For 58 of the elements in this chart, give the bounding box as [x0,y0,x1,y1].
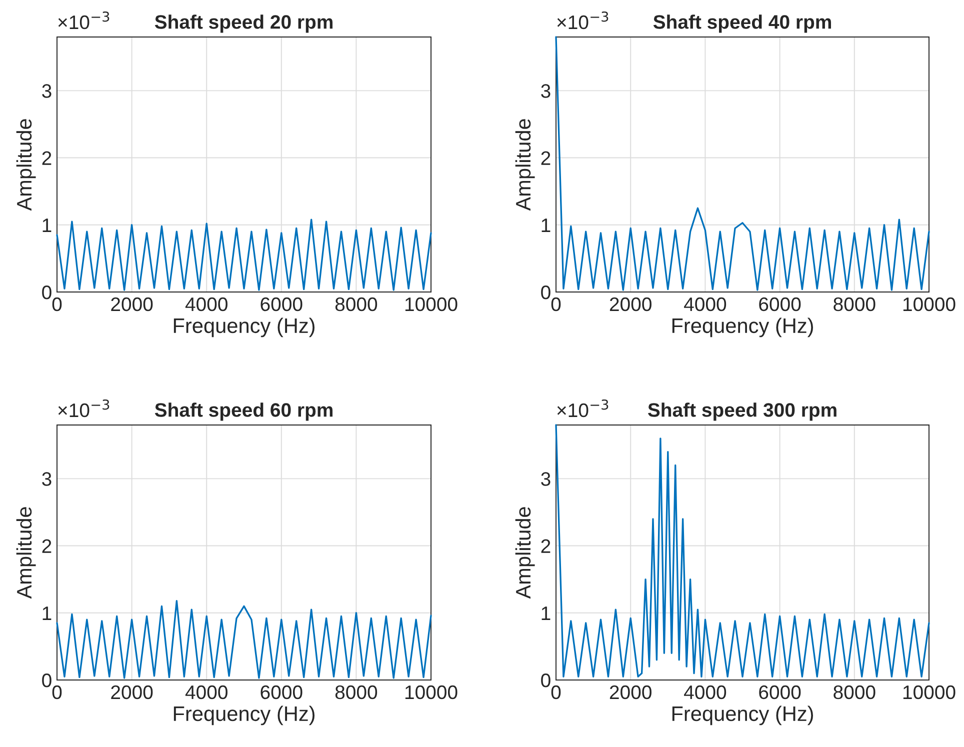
line-series [555,424,930,678]
x-axis-title: Frequency (Hz) [174,706,314,726]
y-tick-label: 3 [42,472,52,486]
y-axis-title: Amplitude [515,507,535,599]
x-tick-label: 4000 [185,297,228,312]
x-axis-title: Frequency (Hz) [174,318,314,338]
y-tick-label: 2 [42,539,52,553]
y-tick-label: 1 [542,218,550,232]
x-tick-label: 6000 [260,685,302,700]
y-tick-label: 3 [42,84,52,98]
x-tick-label: 6000 [759,297,801,312]
x-tick-label: 0 [551,685,561,700]
x-tick-label: 8000 [834,685,876,700]
y-tick-label: 2 [42,151,52,165]
y-tick-label: 0 [42,673,52,688]
y-tick-label: 2 [541,151,550,165]
text: ×10$^{−3}$ [58,399,110,418]
x-tick-label: 2000 [111,297,153,312]
chart-title: Shaft speed 300 rpm [648,402,836,421]
line-series [555,36,930,291]
chart-title: Shaft speed 60 rpm [154,402,332,421]
x-tick-label: 4000 [185,685,228,700]
y-tick-label: 3 [541,472,550,486]
x-tick-label: 0 [52,685,62,700]
chart-title: Shaft speed 40 rpm [653,14,831,33]
x-tick-label: 8000 [834,297,876,312]
x-axis-title: Frequency (Hz) [672,706,813,726]
x-tick-label: 10000 [903,297,956,312]
x-axis-title: Frequency (Hz) [672,318,813,338]
x-tick-label: 8000 [335,297,378,312]
y-tick-label: 1 [42,218,52,232]
x-tick-label: 6000 [260,297,302,312]
x-tick-label: 10000 [405,685,458,700]
y-tick-label: 3 [541,84,550,98]
y-tick-label: 0 [541,673,550,688]
x-tick-label: 4000 [684,297,726,312]
x-tick-label: 0 [551,297,561,312]
text: ×10$^{−3}$ [557,11,608,30]
y-axis-title: Amplitude [16,119,36,211]
text: ×10$^{−3}$ [557,399,608,418]
y-axis-title: Amplitude [16,507,36,599]
y-tick-label: 2 [541,539,550,553]
y-axis-title: Amplitude [515,119,535,211]
x-tick-label: 6000 [759,685,801,700]
x-tick-label: 8000 [335,685,378,700]
y-tick-label: 0 [541,285,550,300]
x-tick-label: 2000 [610,685,652,700]
y-tick-label: 1 [542,606,550,620]
x-tick-label: 4000 [684,685,726,700]
y-tick-label: 0 [42,285,52,300]
x-tick-label: 10000 [903,685,956,700]
x-tick-label: 2000 [111,685,153,700]
x-tick-label: 10000 [405,297,458,312]
text: ×10$^{−3}$ [58,11,110,30]
x-tick-label: 2000 [610,297,652,312]
chart-title: Shaft speed 20 rpm [154,14,332,33]
x-tick-label: 0 [52,297,62,312]
y-tick-label: 1 [42,606,52,620]
